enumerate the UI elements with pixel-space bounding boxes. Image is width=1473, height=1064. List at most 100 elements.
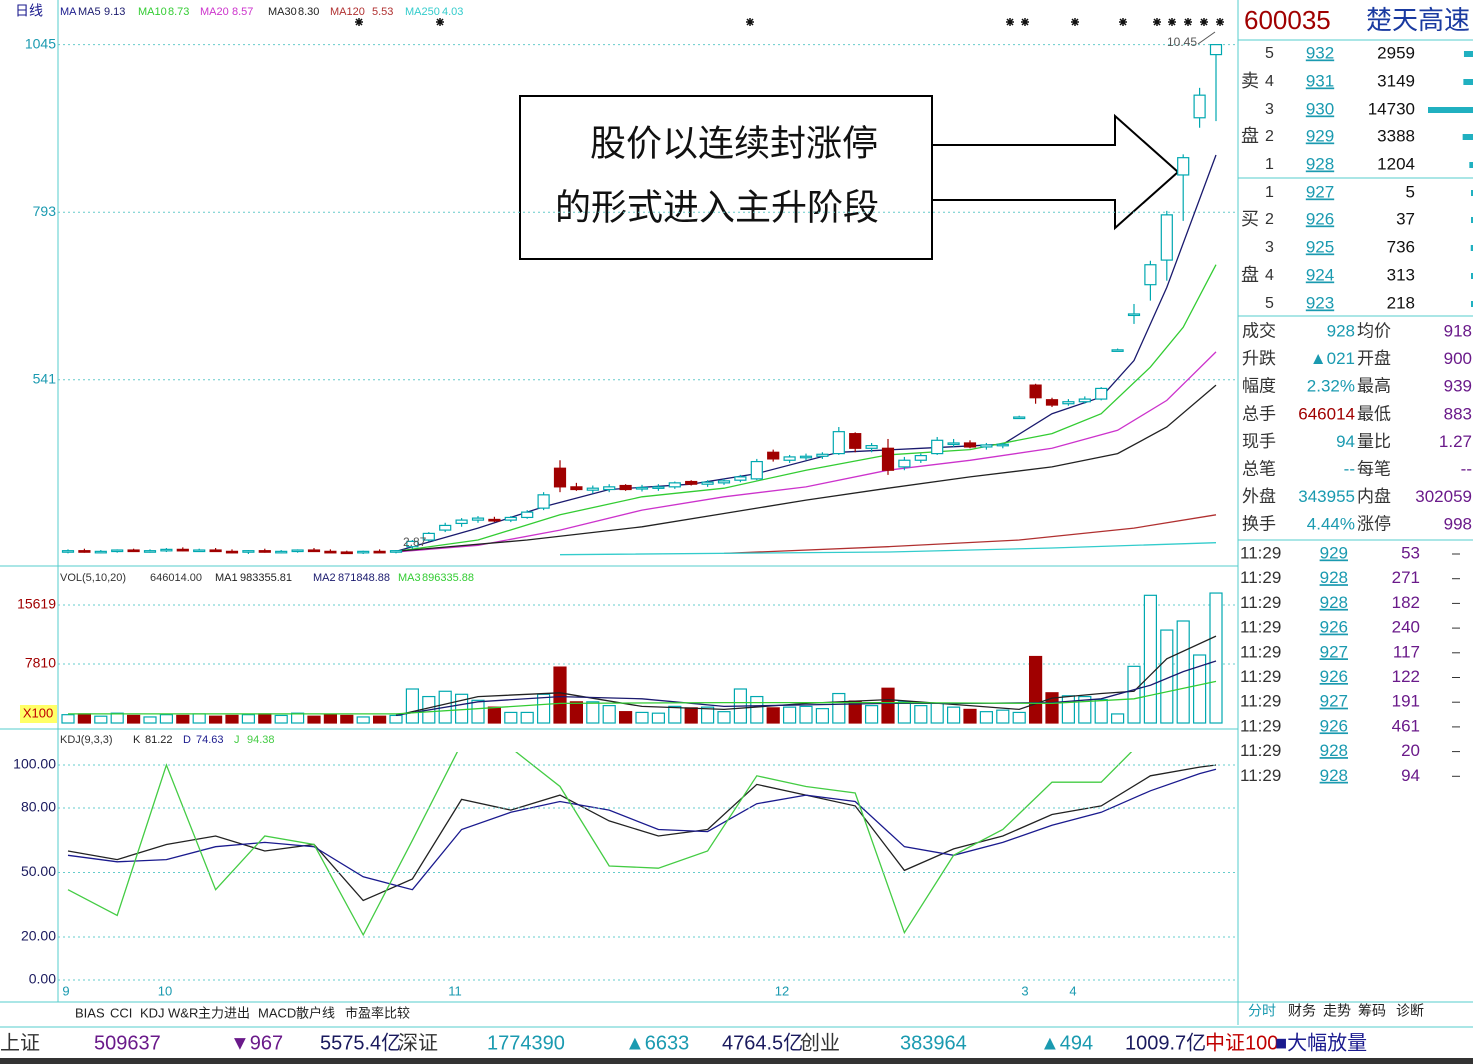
event-marker xyxy=(436,18,444,26)
kdj-line xyxy=(67,764,1217,902)
candle-body xyxy=(61,550,75,553)
quote-tab[interactable]: 分时 xyxy=(1248,1003,1276,1019)
book-level: 2 xyxy=(1265,211,1274,228)
tick-price: 928 xyxy=(1320,741,1348,760)
period-label: 日线 xyxy=(15,3,43,19)
quote-tab[interactable]: 诊断 xyxy=(1396,1003,1424,1019)
indicator-tab[interactable]: BIAS xyxy=(75,1005,105,1020)
book-price: 928 xyxy=(1306,154,1334,173)
ma-legend-value: 5.53 xyxy=(372,6,393,18)
book-level: 3 xyxy=(1265,239,1274,256)
tick-price: 926 xyxy=(1320,667,1348,686)
candle-body xyxy=(963,442,977,448)
book-volume: 3149 xyxy=(1377,71,1415,90)
candle-body xyxy=(357,550,370,554)
volume-bar xyxy=(979,711,994,724)
y-tick-label: 80.00 xyxy=(21,799,56,815)
low-label: 2.87 xyxy=(403,535,427,549)
volume-bar xyxy=(881,687,895,724)
ma-line xyxy=(395,384,1217,553)
candle-body xyxy=(914,454,927,461)
quote-tab[interactable]: 财务 xyxy=(1288,1003,1316,1019)
stat-value: 883 xyxy=(1444,404,1472,423)
volume-bar xyxy=(717,711,731,724)
ma-line xyxy=(395,351,1217,553)
tick-price: 929 xyxy=(1320,543,1348,562)
ma-legend-name: MA120 xyxy=(330,6,365,18)
depth-bar xyxy=(1471,217,1473,223)
market-item: ▲6633 xyxy=(625,1032,689,1054)
indicator-tab[interactable]: KDJ xyxy=(140,1005,165,1020)
volume-bar xyxy=(914,705,928,724)
candle-body xyxy=(291,549,304,553)
stat-label: 幅度 xyxy=(1242,377,1276,396)
volume-bar xyxy=(553,666,567,724)
stock-code: 600035 xyxy=(1244,5,1331,35)
x-tick-label: 10 xyxy=(158,983,172,998)
stat-value: 2.32% xyxy=(1307,377,1355,396)
stat-label: 量比 xyxy=(1357,432,1391,451)
candle-body xyxy=(996,443,1009,447)
candle-body xyxy=(242,550,255,553)
volume-bar xyxy=(143,716,157,724)
candle-body xyxy=(209,549,222,553)
volume-bar xyxy=(291,712,305,724)
book-side: 盘 xyxy=(1241,265,1259,285)
tick-volume: 461 xyxy=(1392,716,1420,735)
ma-legend-value: 8.30 xyxy=(298,6,319,18)
candle-body xyxy=(1177,157,1190,176)
y-tick-label: 50.00 xyxy=(21,863,56,879)
volume-ma-name: MA3 xyxy=(398,572,421,584)
tick-volume: 20 xyxy=(1401,741,1420,760)
volume-bar xyxy=(323,714,337,724)
stat-value: ▲021 xyxy=(1310,349,1355,368)
volume-bar xyxy=(1012,711,1026,724)
tick-price: 928 xyxy=(1320,766,1348,785)
ma-line xyxy=(559,542,1217,556)
candle-body xyxy=(1029,384,1042,399)
event-marker xyxy=(1216,18,1224,26)
depth-bar xyxy=(1428,107,1473,113)
stat-value: 918 xyxy=(1444,321,1472,340)
stat-label: 最低 xyxy=(1357,404,1391,423)
book-level: 4 xyxy=(1265,73,1274,90)
volume-bar xyxy=(700,706,715,724)
tick-price: 926 xyxy=(1320,618,1348,637)
high-label: 10.45 xyxy=(1167,35,1197,49)
y-tick-label: 0.00 xyxy=(29,971,56,987)
candle-body xyxy=(1013,416,1026,420)
kdj-legend-name: K xyxy=(133,734,141,746)
indicator-tab[interactable]: MACD xyxy=(258,1005,296,1020)
indicator-tab[interactable]: CCI xyxy=(110,1005,132,1020)
volume-title: VOL(5,10,20) xyxy=(60,572,126,584)
book-volume: 2959 xyxy=(1377,43,1415,62)
candle-body xyxy=(160,548,173,552)
indicator-tab[interactable]: 散户线 xyxy=(296,1005,335,1020)
candle-body xyxy=(701,481,714,485)
tick-price: 927 xyxy=(1320,692,1348,711)
candle-body xyxy=(931,439,944,455)
stat-label: 总手 xyxy=(1242,404,1276,423)
tick-price: 928 xyxy=(1320,593,1348,612)
volume-bar xyxy=(618,711,633,724)
volume-bar xyxy=(897,701,912,724)
book-price: 929 xyxy=(1306,126,1334,145)
indicator-tab[interactable]: W&R xyxy=(168,1005,198,1020)
volume-bar xyxy=(209,715,223,724)
tick-price: 928 xyxy=(1320,568,1348,587)
event-marker xyxy=(1168,18,1176,26)
indicator-tab[interactable]: 市盈率比较 xyxy=(345,1005,410,1020)
volume-bar xyxy=(159,714,173,724)
quote-tab[interactable]: 走势 xyxy=(1323,1003,1351,1019)
stat-value: 646014 xyxy=(1298,404,1355,423)
indicator-tab[interactable]: 主力进出 xyxy=(198,1005,250,1020)
stat-value: -- xyxy=(1344,459,1355,478)
candle-body xyxy=(94,550,107,554)
stat-label: 均价 xyxy=(1357,321,1391,340)
volume-bar xyxy=(176,714,190,724)
tick-price: 927 xyxy=(1320,642,1348,661)
book-price: 924 xyxy=(1306,265,1334,284)
quote-tab[interactable]: 筹码 xyxy=(1358,1003,1386,1019)
volume-bar xyxy=(126,714,141,724)
volume-bar xyxy=(799,705,813,724)
